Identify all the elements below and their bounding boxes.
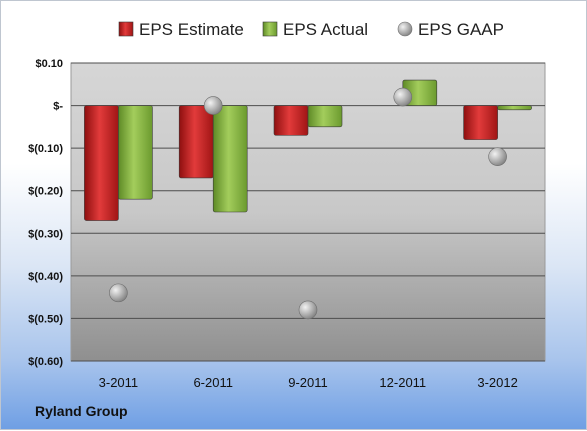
legend-swatch-eps-estimate [118, 21, 134, 37]
eps-actual-bar [118, 105, 153, 200]
eps-gaap-marker [393, 87, 413, 107]
x-axis: 3-2011 6-2011 9-2011 12-2011 3-2012 [99, 375, 518, 390]
legend: EPS Estimate EPS Actual EPS GAAP [118, 20, 504, 39]
y-tick-label: $(0.10) [28, 143, 63, 155]
data-marks [84, 79, 532, 320]
y-tick-label: $(0.60) [28, 356, 63, 368]
eps-estimate-bar [84, 105, 119, 221]
company-name: Ryland Group [35, 403, 128, 419]
x-category-label: 3-2012 [477, 375, 517, 390]
x-category-label: 9-2011 [288, 375, 328, 390]
y-tick-label: $0.10 [35, 58, 63, 70]
eps-actual-bar [212, 105, 248, 213]
legend-swatch-eps-actual [262, 21, 278, 37]
legend-label-eps-estimate: EPS Estimate [139, 20, 244, 39]
legend-swatch-eps-gaap [397, 21, 413, 37]
eps-gaap-marker [298, 300, 318, 320]
x-category-label: 6-2011 [193, 375, 233, 390]
eps-estimate-bar [273, 105, 309, 136]
y-tick-label: $(0.40) [28, 271, 63, 283]
eps-gaap-marker [488, 147, 507, 166]
y-tick-label: $- [53, 101, 63, 113]
eps-actual-bar [497, 105, 532, 111]
eps-actual-bar [307, 105, 343, 128]
eps-estimate-bar [463, 105, 498, 140]
y-tick-label: $(0.30) [28, 228, 63, 240]
eps-gaap-marker [109, 283, 128, 303]
x-category-label: 12-2011 [379, 375, 426, 390]
x-category-label: 3-2011 [99, 375, 139, 390]
eps-gaap-marker [203, 96, 223, 115]
y-tick-label: $(0.50) [28, 313, 63, 325]
legend-label-eps-gaap: EPS GAAP [418, 20, 504, 39]
y-axis: $0.10 $- $(0.10) $(0.20) $(0.30) $(0.40) $(0.5… [28, 58, 63, 368]
eps-estimate-bar [178, 105, 214, 179]
y-tick-label: $(0.20) [28, 186, 63, 198]
legend-label-eps-actual: EPS Actual [283, 20, 368, 39]
